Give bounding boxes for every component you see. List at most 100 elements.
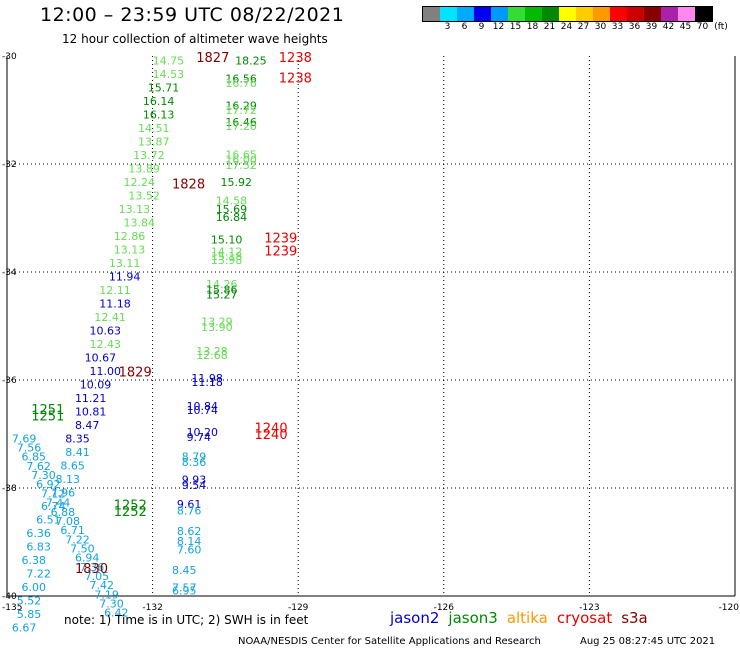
wave-height-value: 14.53: [153, 68, 185, 81]
wave-height-value: 7.44: [46, 497, 71, 510]
satellite-legend-cryosat: cryosat: [556, 609, 613, 627]
color-legend-bar: [422, 6, 713, 22]
longitude-tick-label: -123: [579, 603, 599, 613]
wave-height-value: 16.56: [225, 73, 257, 86]
wave-height-value: 12.86: [114, 230, 146, 243]
legend-swatch: [491, 7, 508, 21]
wave-height-value: 7.62: [26, 460, 51, 473]
longitude-tick-label: -135: [2, 603, 22, 613]
satellite-legend-jason3: jason3: [448, 609, 498, 627]
legend-value-label: 12: [492, 22, 505, 32]
wave-height-value: 7.12: [41, 487, 65, 500]
wave-height-value: 13.84: [123, 216, 155, 229]
map-title: 12:00 – 23:59 UTC 08/22/2021: [40, 4, 345, 26]
wave-height-value: 13.90: [201, 321, 233, 334]
wave-height-value: 5.52: [17, 594, 41, 607]
legend-swatch: [593, 7, 610, 21]
wave-height-value: 11.00: [90, 365, 122, 378]
wave-height-value: 8.79: [182, 451, 207, 464]
wave-height-value: 11.18: [99, 297, 131, 310]
satellite-legend-altika: altika: [506, 609, 548, 627]
wave-height-value: 8.41: [65, 446, 90, 459]
satellite-legend: jason2 jason3 altika cryosat s3a: [390, 609, 657, 627]
wave-height-value: 6.88: [51, 506, 76, 519]
wave-height-value: 6.42: [104, 607, 129, 620]
wave-height-value: 6.51: [36, 513, 61, 526]
pass-number-label: 1238: [279, 72, 312, 87]
wave-height-value: 8.45: [172, 564, 197, 577]
wave-height-value: 17.20: [225, 120, 257, 133]
legend-value-label: 45: [679, 22, 692, 32]
wave-height-value: 14.12: [211, 245, 243, 258]
wave-height-value: 11.98: [191, 372, 223, 385]
wave-height-value: 10.84: [187, 400, 219, 413]
wave-height-value: 8.36: [182, 456, 207, 469]
wave-height-value: 8.76: [177, 505, 202, 518]
wave-height-value: 12.43: [90, 338, 122, 351]
wave-height-value: 13.13: [119, 203, 151, 216]
wave-height-value: 9.93: [182, 473, 207, 486]
footer-timestamp: Aug 25 08:27:45 UTC 2021: [580, 636, 716, 647]
pass-number-label: 1240: [255, 428, 288, 443]
wave-height-value: 7.60: [177, 544, 202, 557]
pass-number-label: 1252: [114, 505, 147, 520]
wave-height-value: 13.72: [133, 149, 165, 162]
wave-height-value: 9.74: [187, 431, 212, 444]
latitude-tick-label: -34: [2, 268, 17, 278]
pass-number-label: 1252: [114, 498, 147, 513]
legend-value-label: 30: [594, 22, 607, 32]
wave-height-value: 6.95: [172, 585, 197, 598]
legend-value-label: 27: [577, 22, 590, 32]
legend-swatch: [627, 7, 644, 21]
pass-number-label: 1829: [119, 365, 152, 380]
pass-number-label: 1240: [255, 422, 288, 437]
wave-height-value: 9.54: [182, 479, 207, 492]
legend-swatch: [661, 7, 678, 21]
wave-height-value: 7.08: [56, 515, 81, 528]
legend-swatch: [695, 7, 712, 21]
pass-number-label: 1239: [264, 232, 297, 247]
wave-height-value: 16.29: [225, 100, 257, 113]
wave-height-value: 7.22: [65, 533, 90, 546]
wave-height-value: 16.84: [216, 211, 248, 224]
wave-height-value: 13.11: [109, 257, 141, 270]
latitude-tick-label: -30: [2, 52, 17, 62]
latitude-tick-label: -32: [2, 160, 17, 170]
wave-height-value: 18.25: [235, 54, 267, 67]
wave-height-value: 17.52: [225, 159, 257, 172]
wave-height-value: 7.30: [31, 469, 56, 482]
wave-height-value: 7.50: [70, 542, 95, 555]
legend-unit-label: (ft): [714, 22, 728, 32]
wave-height-value: 8.13: [56, 473, 81, 486]
wave-height-value: 6.92: [36, 478, 61, 491]
wave-height-value: 12.68: [196, 349, 228, 362]
pass-number-label: 1830: [75, 562, 108, 577]
wave-height-value: 6.36: [26, 527, 51, 540]
wave-height-value: 15.86: [206, 283, 238, 296]
wave-height-value: 7.22: [26, 567, 51, 580]
wave-height-value: 15.71: [148, 81, 180, 94]
longitude-tick-label: -120: [719, 603, 740, 613]
legend-value-label: 18: [526, 22, 539, 32]
legend-value-label: 70: [696, 22, 709, 32]
wave-height-value: 14.51: [138, 122, 170, 135]
wave-height-value: 13.89: [128, 162, 160, 175]
wave-height-value: 5.85: [17, 608, 41, 621]
pass-number-label: 1828: [172, 178, 205, 193]
legend-value-label: 42: [662, 22, 675, 32]
wave-height-value: 7.96: [51, 486, 76, 499]
wave-height-value: 7.42: [90, 579, 115, 592]
wave-height-value: 10.74: [187, 404, 219, 417]
wave-height-value: 6.67: [12, 621, 37, 634]
wave-height-value: 9.61: [177, 498, 202, 511]
wave-height-value: 12.41: [94, 311, 126, 324]
legend-swatch: [610, 7, 627, 21]
wave-height-value: 15.27: [206, 289, 238, 302]
wave-height-value: 7.30: [99, 598, 124, 611]
satellite-legend-jason2: jason2: [390, 609, 440, 627]
latitude-tick-label: -38: [2, 484, 17, 494]
wave-height-value: 11.94: [109, 270, 141, 283]
legend-value-label: 3: [444, 22, 451, 32]
footnote: note: 1) Time is in UTC; 2) SWH is in fe…: [64, 613, 309, 627]
